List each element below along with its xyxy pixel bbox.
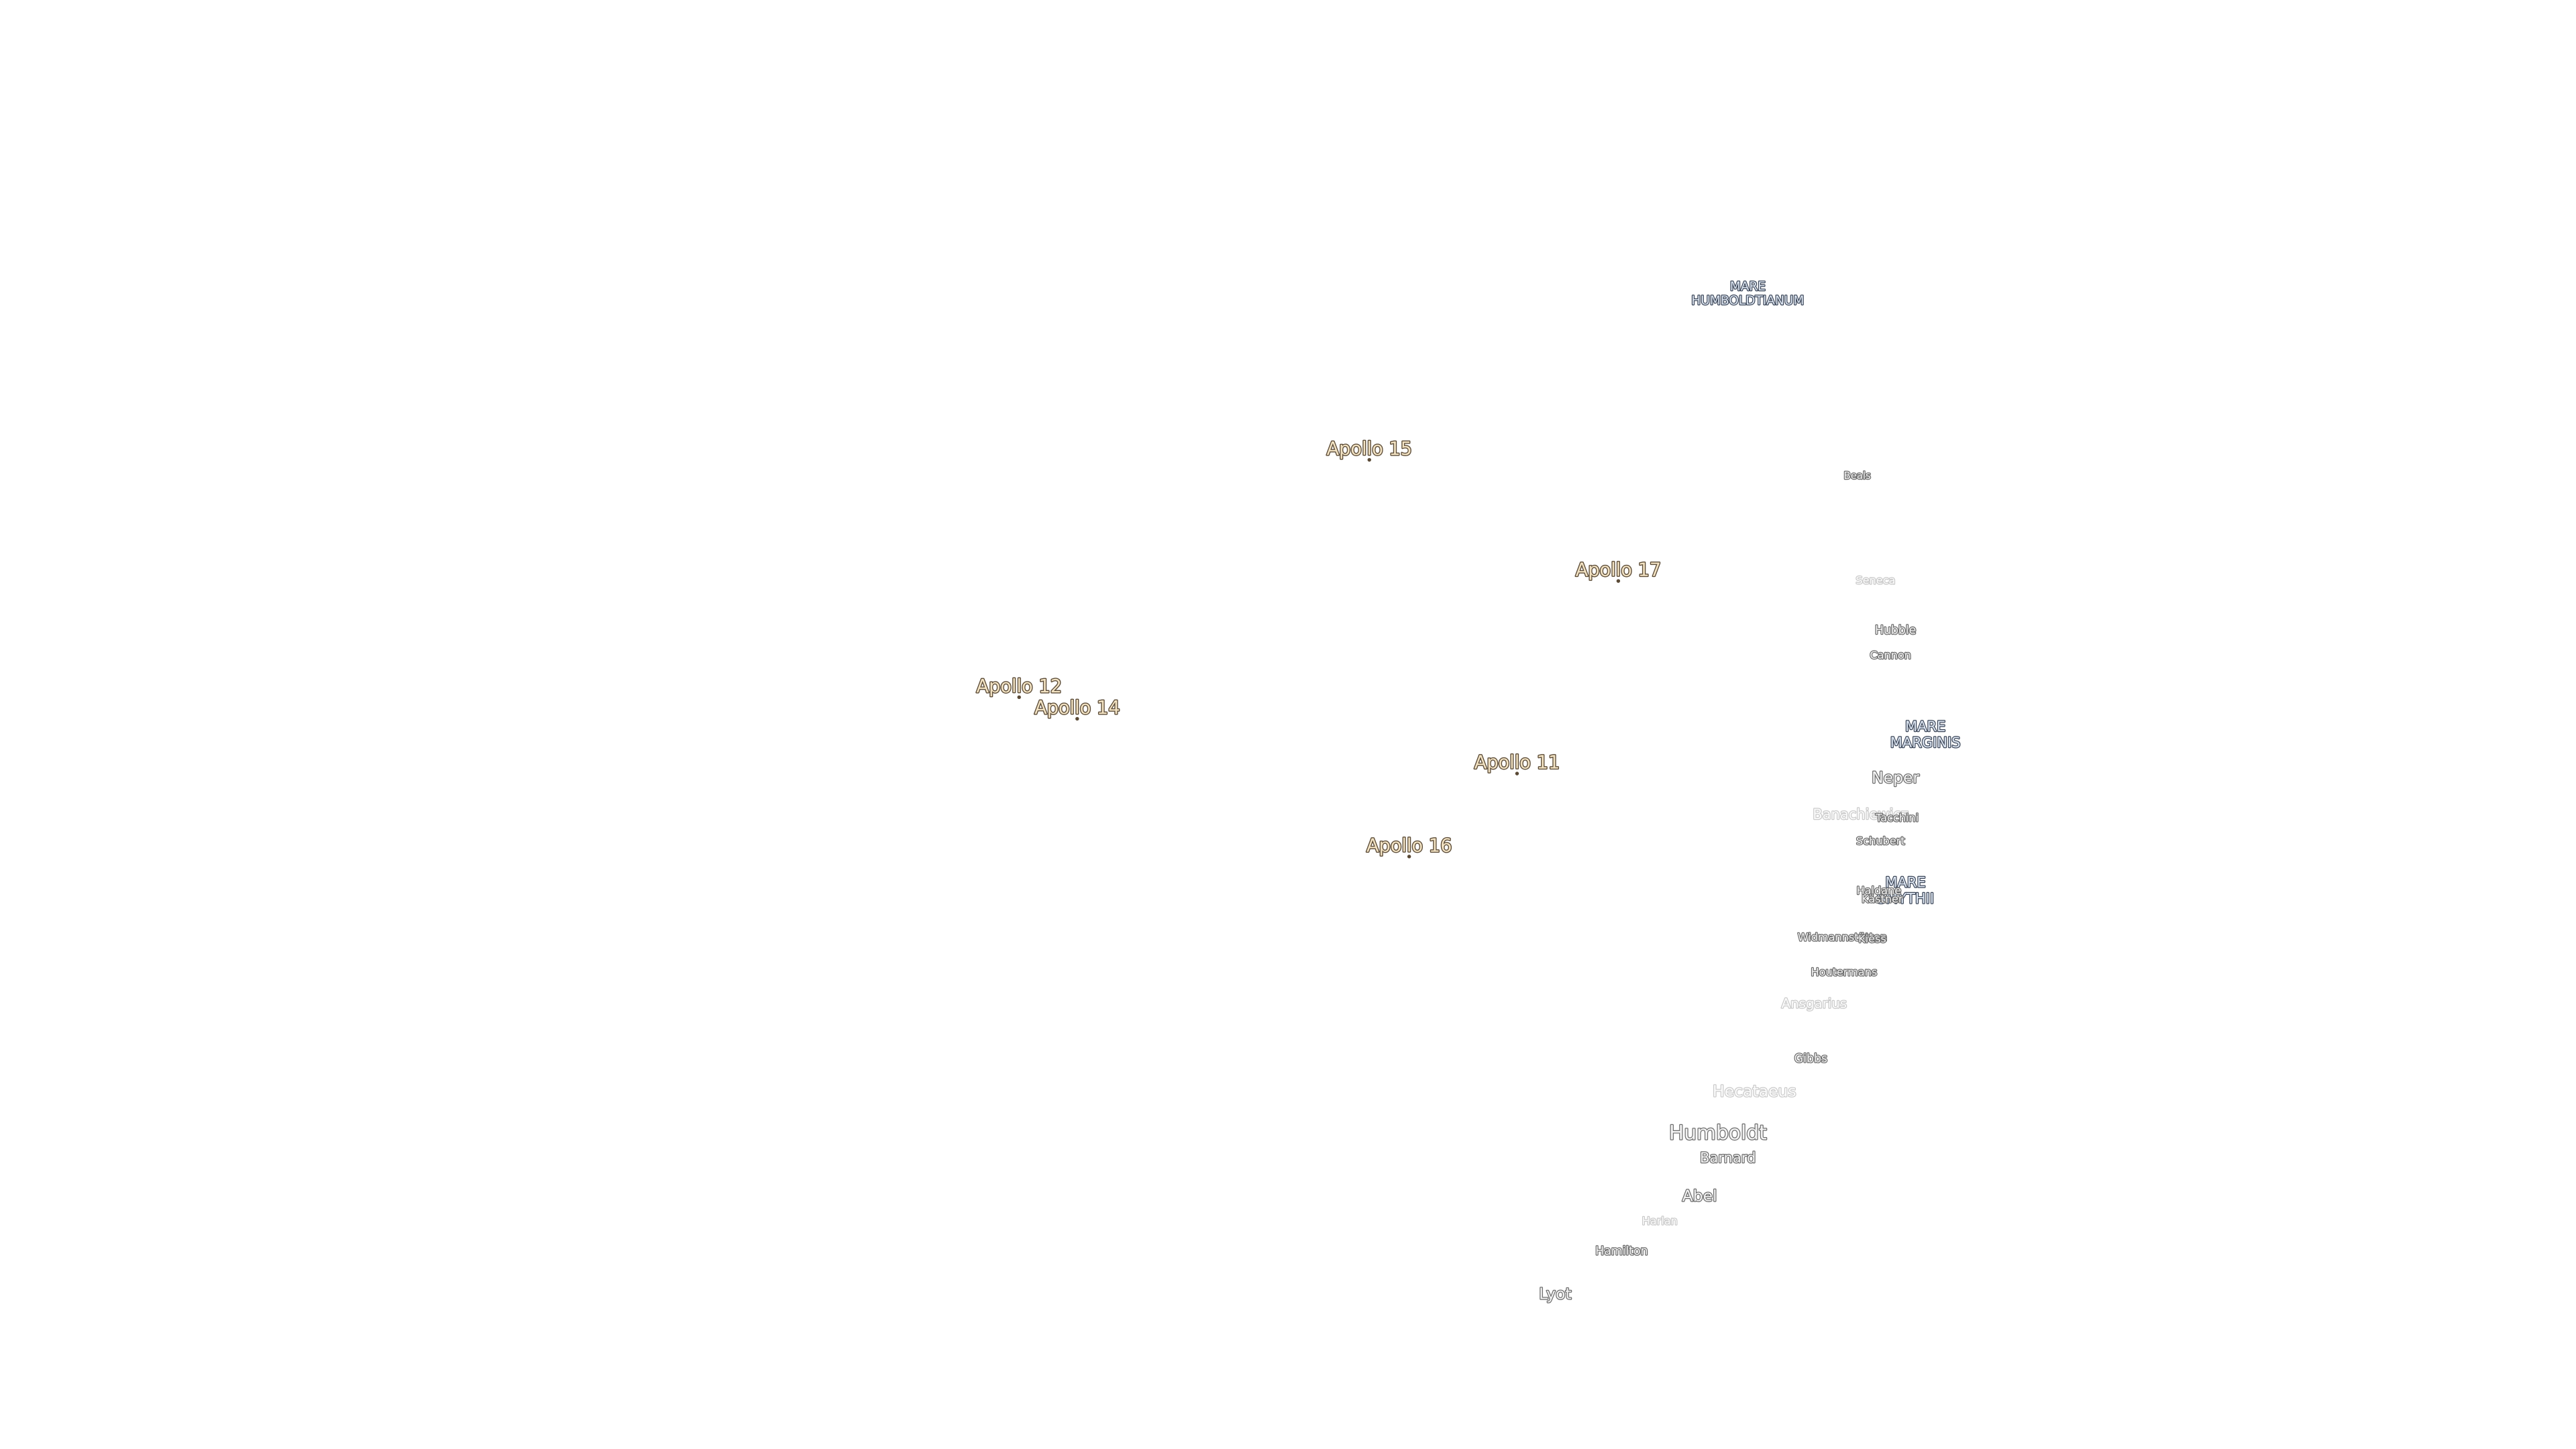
label-line: MARGINIS	[1890, 734, 1961, 751]
crater-label: Houtermans	[1810, 965, 1878, 979]
label-text: Seneca	[1856, 574, 1895, 586]
label-text: Beals	[1844, 470, 1871, 482]
site-marker	[1616, 579, 1621, 583]
label-text: Kiess	[1858, 932, 1886, 945]
label-text: Hubble	[1875, 624, 1916, 637]
label-text: Banachiewicz	[1813, 806, 1909, 822]
label-text: Gibbs	[1794, 1053, 1827, 1066]
crater-label: Hecataeus	[1712, 1081, 1797, 1101]
crater-label: Tacchini	[1874, 810, 1919, 824]
label-text: Apollo 11	[1474, 753, 1560, 773]
label-text: Cannon	[1870, 649, 1911, 661]
label-text: Humboldt	[1669, 1121, 1767, 1144]
label-text: Houtermans	[1811, 965, 1877, 978]
crater-label: Neper	[1871, 767, 1921, 788]
site-marker	[1075, 716, 1079, 721]
site-marker	[1367, 458, 1371, 462]
label-line: MARE	[1905, 718, 1945, 735]
label-line: MARE	[1885, 874, 1925, 891]
crater-label: Barnard	[1699, 1148, 1757, 1167]
crater-label: Ansgarius	[1780, 995, 1847, 1012]
label-text: Apollo 12	[976, 676, 1062, 697]
label-text: Neper	[1872, 768, 1919, 787]
label-text: Haldane	[1857, 884, 1902, 897]
site-marker	[1515, 771, 1519, 775]
label-text: Ansgarius	[1782, 996, 1847, 1011]
label-text: Lyot	[1539, 1284, 1571, 1303]
label-text: Abel	[1682, 1186, 1717, 1205]
crater-label: Haldane	[1856, 883, 1902, 898]
crater-label: Cannon	[1869, 648, 1912, 662]
label-text: Apollo 17	[1576, 560, 1662, 581]
crater-label: Schubert	[1856, 834, 1906, 848]
crater-label: Humboldt	[1668, 1120, 1768, 1145]
crater-label: Harlan	[1641, 1214, 1678, 1228]
label-line: MARE	[1730, 280, 1766, 294]
landing-site-label: Apollo 15	[1326, 438, 1413, 462]
label-line: HUMBOLDTIANUM	[1691, 294, 1804, 308]
landing-site-label: Apollo 17	[1574, 559, 1662, 583]
landing-site-label: Apollo 16	[1365, 835, 1453, 859]
site-marker	[1407, 855, 1411, 859]
label-text: Tacchini	[1875, 811, 1919, 824]
crater-label: Lyot	[1538, 1283, 1572, 1303]
crater-label: Hamilton	[1595, 1244, 1649, 1258]
label-text: Kästner	[1862, 893, 1903, 906]
label-text: Schubert	[1856, 835, 1904, 847]
label-text: Hecataeus	[1713, 1082, 1796, 1101]
landing-site-label: Apollo 14	[1034, 697, 1121, 721]
label-text: Widmannstätten	[1798, 930, 1887, 943]
crater-label: Beals	[1843, 470, 1872, 482]
label-text: Barnard	[1700, 1149, 1756, 1166]
crater-label: Widmannstätten	[1796, 930, 1888, 944]
crater-label: Seneca	[1855, 573, 1896, 587]
crater-label: Kästner	[1861, 892, 1904, 906]
label-line: SMYTHII	[1877, 890, 1934, 907]
landing-site-label: Apollo 11	[1473, 751, 1561, 775]
crater-label: Gibbs	[1794, 1051, 1829, 1066]
crater-label: Kiess	[1858, 932, 1887, 946]
landing-site-label: Apollo 12	[975, 675, 1063, 700]
label-text: Harlan	[1642, 1215, 1678, 1228]
label-text: Hamilton	[1595, 1245, 1648, 1258]
label-text: Apollo 15	[1326, 439, 1412, 460]
site-marker	[1017, 695, 1021, 700]
crater-label: Banachiewicz	[1812, 805, 1909, 823]
crater-label: Hubble	[1874, 623, 1917, 638]
label-text: Apollo 14	[1034, 698, 1120, 718]
crater-label: Abel	[1681, 1185, 1717, 1205]
label-text: Apollo 16	[1366, 835, 1452, 856]
